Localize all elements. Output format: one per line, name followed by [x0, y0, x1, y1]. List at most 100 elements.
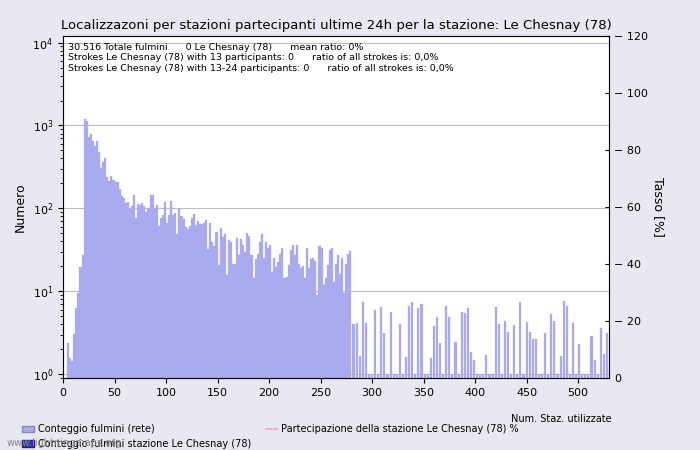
Bar — [386, 374, 389, 450]
Bar — [236, 238, 238, 450]
Bar — [485, 355, 487, 450]
Bar — [461, 312, 463, 450]
Bar — [517, 374, 518, 450]
Bar — [304, 278, 306, 450]
Bar — [183, 219, 185, 450]
Bar — [482, 374, 484, 450]
Bar — [312, 258, 314, 450]
Bar — [510, 374, 512, 450]
Bar — [550, 314, 552, 450]
Bar — [498, 324, 500, 450]
Bar — [547, 374, 550, 450]
Bar — [358, 356, 361, 450]
Bar — [353, 324, 354, 450]
Bar — [98, 152, 100, 450]
Bar — [480, 374, 482, 450]
Bar — [201, 224, 203, 450]
Bar — [232, 264, 234, 450]
Bar — [199, 225, 201, 450]
Bar — [76, 308, 78, 450]
Bar — [152, 195, 154, 450]
Bar — [347, 254, 349, 450]
Bar — [111, 176, 113, 450]
Bar — [321, 248, 323, 450]
Bar — [296, 245, 298, 450]
Bar — [430, 358, 432, 450]
Bar — [122, 198, 125, 450]
Bar — [569, 374, 571, 450]
Bar — [356, 323, 358, 450]
Bar — [594, 360, 596, 450]
Bar — [78, 292, 80, 450]
Bar — [541, 374, 543, 450]
Bar — [526, 322, 528, 450]
Bar — [445, 306, 447, 450]
Bar — [591, 336, 592, 450]
Bar — [240, 239, 242, 450]
Bar — [127, 202, 129, 450]
Bar — [417, 308, 419, 450]
Bar — [538, 374, 540, 450]
Bar — [339, 274, 341, 450]
Bar — [263, 258, 265, 450]
Bar — [164, 202, 166, 450]
Bar — [470, 352, 472, 450]
Bar — [253, 278, 255, 450]
Bar — [395, 374, 398, 450]
Bar — [371, 374, 373, 450]
Bar — [302, 266, 304, 450]
Bar — [197, 221, 199, 450]
Bar — [442, 374, 444, 450]
Bar — [489, 374, 491, 450]
Bar — [335, 264, 337, 450]
Bar — [349, 251, 351, 450]
Bar — [211, 243, 214, 450]
Bar — [230, 242, 232, 450]
Bar — [318, 246, 321, 450]
Bar — [244, 252, 246, 450]
Bar — [581, 374, 583, 450]
Bar — [104, 158, 106, 450]
Bar — [69, 358, 71, 450]
Bar — [148, 208, 150, 450]
Bar — [327, 265, 329, 450]
Bar — [129, 208, 131, 450]
Bar — [384, 333, 386, 450]
Bar — [168, 215, 170, 450]
Bar — [495, 306, 497, 450]
Bar — [83, 119, 85, 450]
Bar — [222, 237, 224, 450]
Bar — [554, 321, 555, 450]
Bar — [144, 207, 146, 450]
Y-axis label: Tasso [%]: Tasso [%] — [652, 177, 664, 237]
Bar — [528, 333, 531, 450]
Bar — [390, 312, 391, 450]
Bar — [238, 255, 240, 450]
Bar — [209, 224, 211, 450]
Bar — [544, 333, 546, 450]
Bar — [402, 374, 404, 450]
Bar — [203, 223, 205, 450]
Bar — [74, 334, 76, 450]
Bar — [463, 313, 466, 450]
Bar — [205, 220, 207, 450]
Bar — [85, 121, 88, 450]
Bar — [587, 374, 589, 450]
Bar — [578, 344, 580, 450]
Bar — [146, 212, 148, 450]
Bar — [106, 177, 108, 450]
Bar — [261, 234, 263, 450]
Bar — [267, 248, 269, 450]
Bar — [251, 255, 253, 450]
Bar — [316, 295, 319, 450]
Text: www.lightningmaps.org: www.lightningmaps.org — [7, 438, 122, 448]
Bar — [300, 268, 302, 450]
Bar — [421, 304, 423, 450]
Bar — [259, 242, 261, 450]
Bar — [288, 265, 290, 450]
Bar — [174, 213, 176, 450]
Bar — [393, 374, 395, 450]
Bar — [265, 242, 267, 450]
Bar — [439, 342, 441, 450]
Bar — [284, 279, 286, 450]
